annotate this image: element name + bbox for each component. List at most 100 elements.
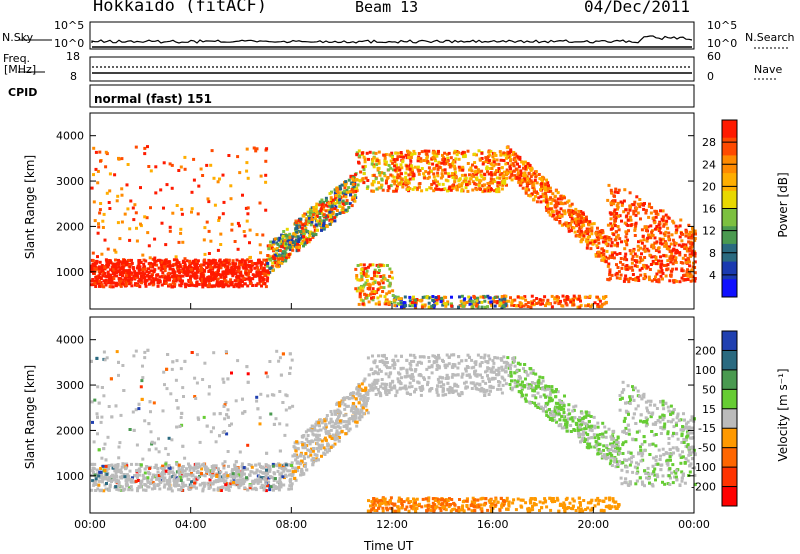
power-cell [420,298,424,302]
power-cell [245,219,249,223]
power-cell [522,162,525,166]
power-cell [511,162,515,166]
power-cell [637,240,640,244]
power-cell [610,224,614,228]
power-cell [320,219,324,223]
power-cell [394,151,398,155]
power-cell [319,209,323,213]
power-cell [680,269,684,273]
power-cell [120,157,124,161]
power-cell [147,244,151,248]
power-cell [431,304,435,307]
power-cell [365,151,369,155]
power-cell [441,168,445,172]
power-cell [233,279,237,283]
power-cell [229,269,232,273]
power-cell [574,234,578,238]
power-cell [348,202,352,206]
power-cell [657,250,661,254]
power-cell [393,182,397,186]
power-cell [280,261,284,265]
power-cell [504,156,508,160]
power-cell [622,210,626,214]
power-cell [143,282,147,286]
power-cell [162,161,166,165]
power-cell [554,200,558,204]
power-cell [664,274,668,278]
power-cell [535,297,539,300]
power-cell [306,210,310,214]
power-cell [359,271,363,275]
power-cell [631,273,635,276]
power-cell [115,274,119,278]
power-cell [675,230,678,234]
velocity-cell [680,434,684,438]
power-cell [102,279,106,283]
power-cell [370,162,374,166]
power-cell [203,279,207,283]
power-cell [450,174,454,177]
power-cell [341,202,345,206]
power-cell [443,302,447,305]
power-cell [264,263,267,267]
power-cell [304,226,308,230]
power-cell [675,248,679,252]
power-cell [284,256,288,260]
power-cell [237,282,241,286]
power-cell [367,157,370,161]
power-cell [631,255,635,258]
power-cell [91,265,95,269]
power-cell [440,172,444,176]
power-cell [662,254,666,258]
power-cell [133,270,137,274]
power-cell [648,253,652,257]
power-cell [365,269,369,273]
power-cell [368,263,372,267]
station-title: Hokkaido (fitACF) [93,0,267,16]
power-cell [297,238,301,242]
power-cell [437,161,441,165]
power-cell [243,262,247,266]
power-cell [183,263,187,267]
velocity-cell [453,382,457,386]
power-cell [467,295,471,299]
power-cell [470,169,474,173]
power-cell [280,241,284,245]
power-cell [602,302,606,306]
power-cell [325,225,329,228]
power-cell [236,278,240,282]
power-cell [425,296,429,300]
power-cell [359,298,363,302]
power-cell [423,295,427,299]
power-cell [549,207,553,211]
power-cell [240,263,244,267]
power-cell [382,286,386,290]
power-cell [509,170,513,174]
power-cell [242,230,246,233]
power-cell [113,248,117,252]
power-cell [381,276,385,280]
power-cell [252,146,256,150]
power-cell [240,284,244,288]
power-cell [365,279,369,282]
power-cell [318,216,322,219]
power-cell [473,152,476,156]
power-cell [658,226,662,230]
power-cell [246,206,250,210]
power-cell [634,209,638,213]
nsky-tick-bottom: 10^0 [54,37,85,50]
power-cell [674,267,678,271]
power-cell [298,224,302,228]
power-cell [500,187,504,191]
power-cell [502,299,506,303]
power-cell [635,195,639,199]
power-cell [328,192,332,196]
power-cell [181,274,185,278]
velocity-cell [291,404,295,408]
power-cell [197,184,201,188]
power-cell [526,162,530,166]
velocity-cell [313,425,317,429]
power-cell [238,280,242,284]
power-cell [202,238,206,242]
power-cell [661,237,665,241]
